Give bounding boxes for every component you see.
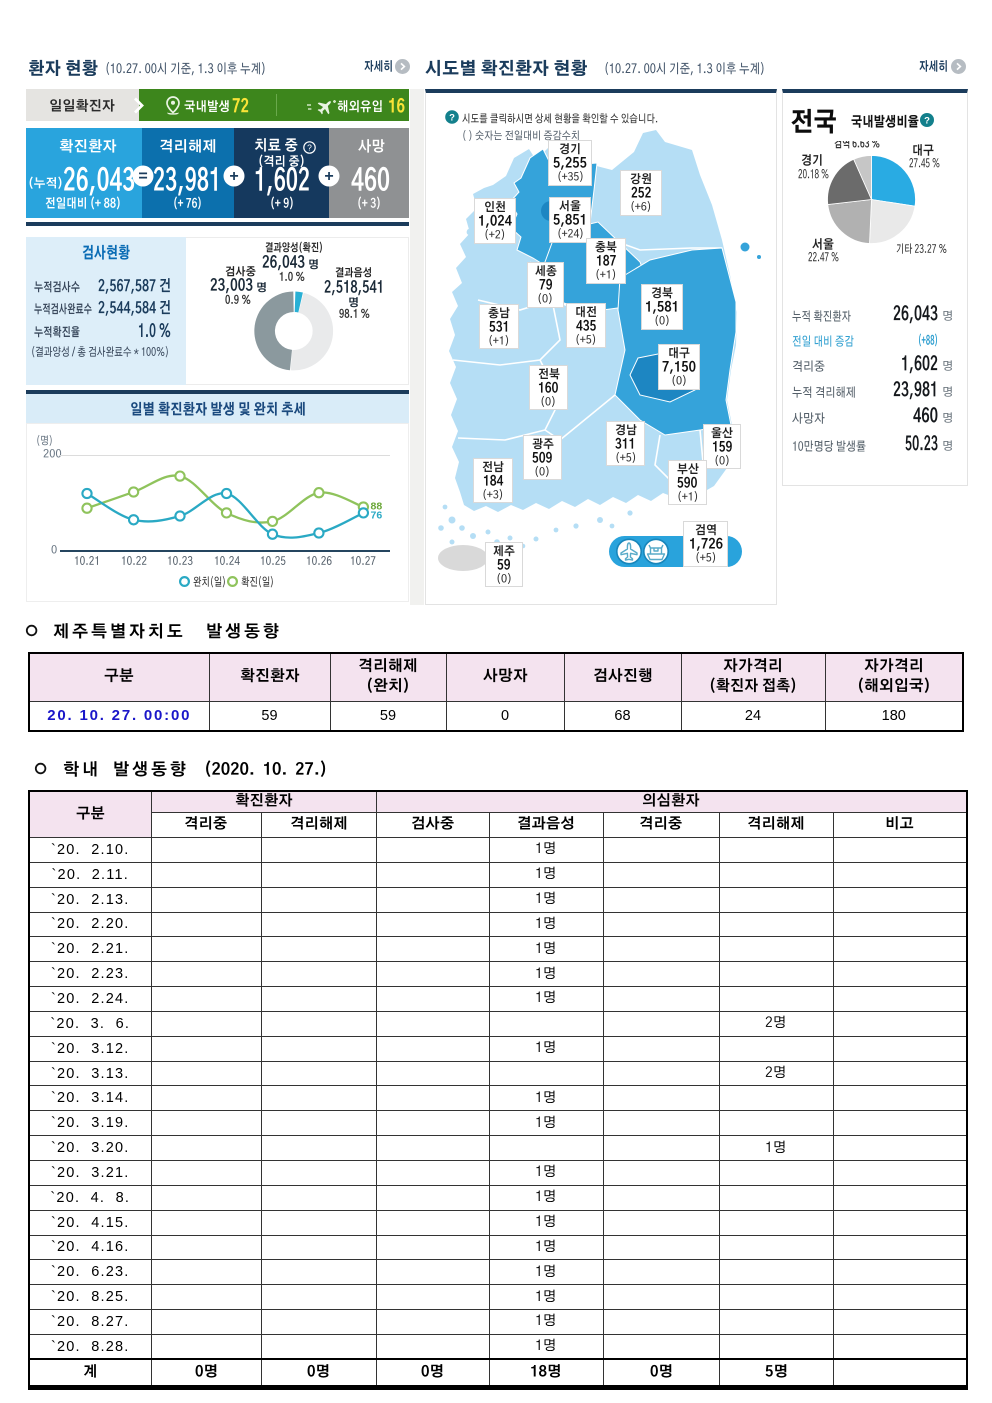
svg-text:+: + [229,168,238,185]
svg-text:76: 76 [371,510,383,522]
svg-text:?: ? [307,142,312,152]
svg-text:=: = [138,168,147,185]
svg-text:88: 88 [371,501,383,513]
svg-text:?: ? [924,116,930,127]
svg-text:+: + [324,168,333,185]
svg-text:?: ? [449,113,455,124]
